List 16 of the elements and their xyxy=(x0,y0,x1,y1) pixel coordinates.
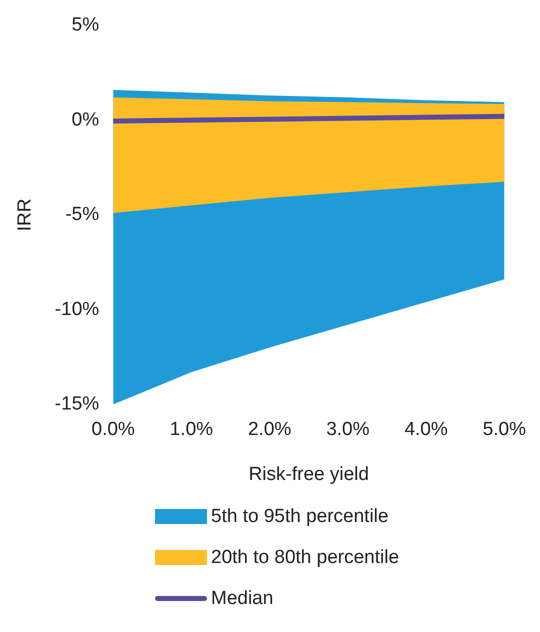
legend-label: Median xyxy=(211,588,274,610)
x-tick-label: 3.0% xyxy=(326,419,370,440)
y-tick-label: 5% xyxy=(72,14,100,36)
x-tick-label: 1.0% xyxy=(170,419,214,440)
y-tick-label: -5% xyxy=(65,204,100,226)
y-tick-label: -15% xyxy=(54,394,100,415)
legend-label: 20th to 80th percentile xyxy=(211,546,400,568)
x-axis-title: Risk-free yield xyxy=(248,464,369,485)
x-tick-label: 5.0% xyxy=(482,419,526,440)
x-tick-label: 0.0% xyxy=(92,419,135,440)
legend-label: 5th to 95th percentile xyxy=(211,506,388,528)
x-tick-label: 2.0% xyxy=(248,419,292,440)
x-tick-label: 4.0% xyxy=(404,419,448,440)
y-tick-label: 0% xyxy=(72,109,100,130)
y-tick-label: -10% xyxy=(54,298,100,320)
y-axis-title: IRR xyxy=(14,198,36,232)
